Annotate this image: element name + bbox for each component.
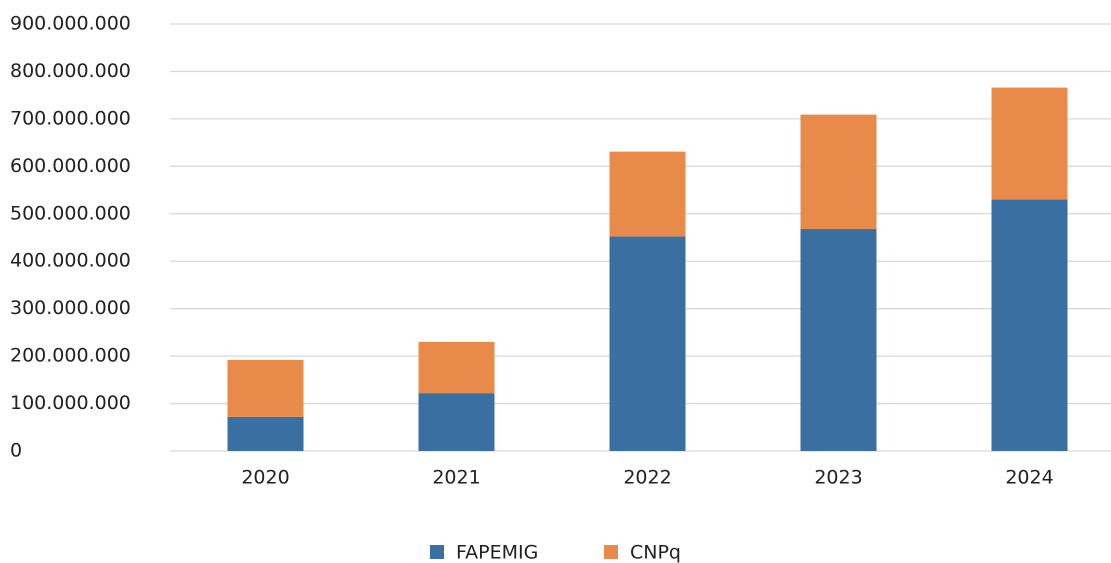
y-tick-label: 500.000.000: [10, 202, 131, 224]
x-tick-label: 2023: [814, 467, 862, 489]
legend-swatch: [604, 545, 618, 559]
bar-segment: [991, 87, 1068, 200]
x-tick-label: 2021: [432, 467, 480, 489]
y-tick-label: 700.000.000: [10, 107, 131, 129]
bar-segment: [991, 199, 1068, 451]
y-tick-label: 600.000.000: [10, 155, 131, 177]
x-tick-label: 2022: [623, 467, 671, 489]
x-tick-label: 2024: [1005, 467, 1053, 489]
x-tick-label: 2020: [241, 467, 289, 489]
bar-segment: [418, 393, 495, 451]
y-tick-label: 800.000.000: [10, 60, 131, 82]
bar-segment: [609, 151, 686, 237]
bar-segment: [609, 236, 686, 451]
y-tick-label: 900.000.000: [10, 13, 131, 35]
y-tick-label: 0: [10, 440, 22, 462]
bar-segment: [227, 416, 304, 451]
legend-label: FAPEMIG: [456, 542, 538, 563]
bar-segment: [800, 114, 877, 229]
y-tick-label: 100.000.000: [10, 392, 131, 414]
legend-swatch: [430, 545, 444, 559]
bar-segment: [418, 341, 495, 394]
bar-segment: [227, 359, 304, 417]
legend-label: CNPq: [630, 542, 681, 563]
y-tick-label: 200.000.000: [10, 345, 131, 367]
bar-segment: [800, 228, 877, 451]
y-tick-label: 400.000.000: [10, 250, 131, 272]
y-tick-label: 300.000.000: [10, 297, 131, 319]
